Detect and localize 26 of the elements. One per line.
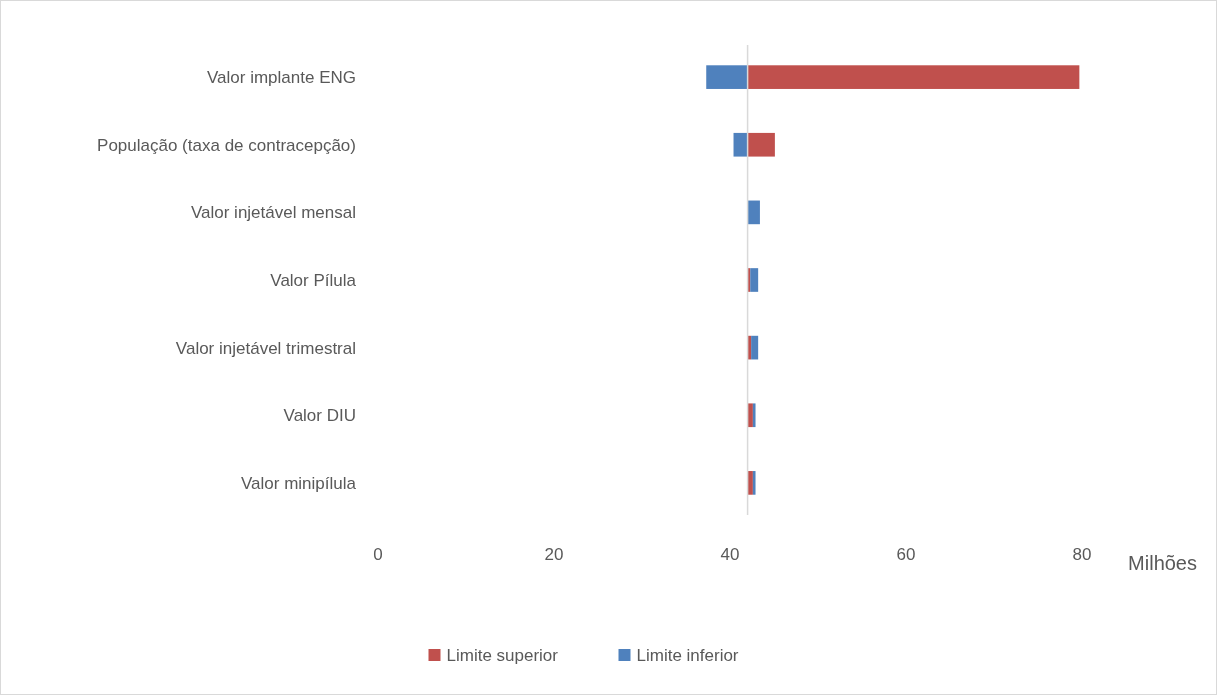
y-tick-label: População (taxa de contracepção)	[97, 135, 356, 155]
y-tick-label: Valor DIU	[283, 406, 356, 426]
bar	[747, 471, 753, 495]
y-tick-label: Valor implante ENG	[207, 68, 356, 88]
x-tick-label: 20	[544, 545, 564, 564]
bar	[752, 471, 756, 495]
x-tick-label: 0	[373, 545, 383, 564]
x-tick-label: 40	[720, 545, 740, 564]
legend-label: Limite inferior	[636, 645, 739, 665]
bar	[747, 132, 775, 157]
bar	[747, 403, 753, 428]
bar	[706, 65, 748, 89]
y-tick-label: Valor minipílula	[241, 473, 357, 493]
bar	[751, 335, 759, 360]
x-tick-label: 80	[1072, 545, 1092, 564]
y-tick-label: Valor injetável trimestral	[175, 338, 356, 358]
x-axis-title: Milhões	[1128, 552, 1197, 574]
y-tick-label: Valor Pílula	[270, 270, 357, 290]
bar	[750, 268, 759, 292]
x-tick-label: 60	[896, 545, 916, 564]
legend-label: Limite superior	[446, 645, 559, 665]
bar	[747, 200, 760, 225]
y-tick-label: Valor injetável mensal	[190, 203, 356, 223]
bar	[747, 65, 1080, 89]
bar	[733, 132, 748, 157]
bar	[752, 403, 756, 428]
